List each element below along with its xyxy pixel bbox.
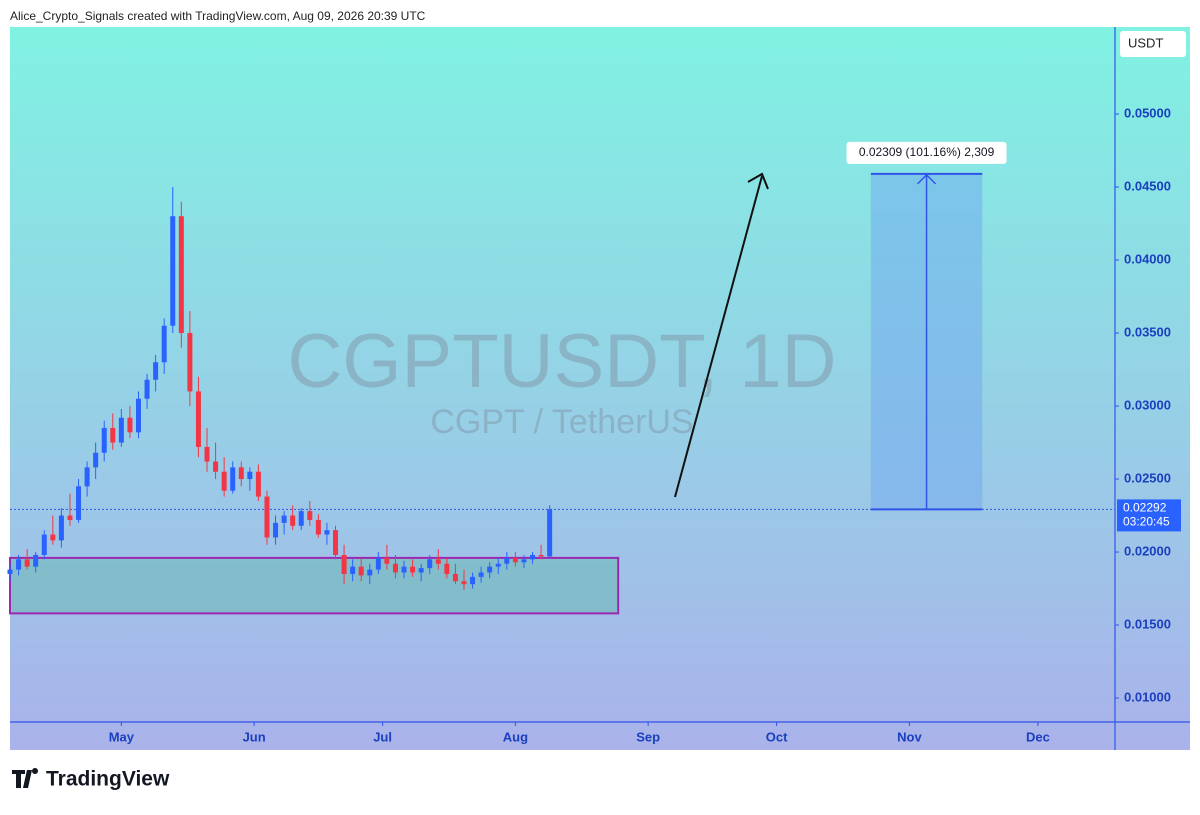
candle-body xyxy=(401,566,407,573)
candle-body xyxy=(153,362,159,380)
y-tick-label: 0.03000 xyxy=(1124,397,1171,412)
candle-body xyxy=(255,471,261,497)
candle-body xyxy=(298,511,304,526)
y-tick-label: 0.03500 xyxy=(1124,324,1171,339)
last-price-label: 0.02292 xyxy=(1123,501,1167,515)
candle-body xyxy=(333,530,339,555)
candle-body xyxy=(452,573,458,582)
x-tick-label: Jun xyxy=(243,729,266,744)
candle-body xyxy=(504,557,510,564)
candle-body xyxy=(76,486,82,520)
candle-body xyxy=(144,379,150,399)
candle-body xyxy=(238,467,244,480)
x-tick-label: May xyxy=(109,729,135,744)
y-tick-label: 0.02500 xyxy=(1124,470,1171,485)
candle-body xyxy=(58,515,64,541)
candle-body xyxy=(50,534,56,541)
last-price-badge xyxy=(1117,499,1181,532)
candle-body xyxy=(384,557,390,564)
candle-body xyxy=(530,554,536,560)
header: Alice_Crypto_Signals created with Tradin… xyxy=(10,9,426,23)
candle-body xyxy=(290,515,296,526)
candle-body xyxy=(84,467,90,487)
candle-body xyxy=(341,554,347,574)
x-tick-label: Oct xyxy=(766,729,788,744)
candle-body xyxy=(170,216,176,326)
candle-body xyxy=(418,568,424,573)
candle-body xyxy=(230,467,236,491)
measure-label: 0.02309 (101.16%) 2,309 xyxy=(859,145,995,159)
candle-body xyxy=(161,325,167,363)
candle-body xyxy=(375,557,381,570)
x-tick-label: Nov xyxy=(897,729,922,744)
candle-body xyxy=(213,461,219,472)
candle-body xyxy=(307,511,313,520)
candle-body xyxy=(435,559,441,564)
candle-body xyxy=(7,569,13,574)
candle-body xyxy=(33,554,39,567)
candle-body xyxy=(93,452,99,468)
candle-body xyxy=(67,515,73,520)
candle-body xyxy=(392,563,398,573)
candle-body xyxy=(367,569,373,576)
watermark-subtitle: CGPT / TetherUS xyxy=(430,403,693,441)
candle-body xyxy=(538,554,544,557)
countdown-label: 03:20:45 xyxy=(1123,515,1170,529)
candle-body xyxy=(444,563,450,574)
y-tick-label: 0.05000 xyxy=(1124,105,1171,120)
y-tick-label: 0.02000 xyxy=(1124,543,1171,558)
measure-arrowhead xyxy=(917,173,937,185)
candle-body xyxy=(470,576,476,585)
candle-body xyxy=(110,427,116,443)
candle-body xyxy=(487,566,493,573)
candle-body xyxy=(521,559,527,563)
candle-body xyxy=(118,417,124,443)
y-tick-label: 0.01500 xyxy=(1124,616,1171,631)
candle-body xyxy=(41,534,47,555)
currency: USDT xyxy=(1128,35,1163,50)
candle-body xyxy=(24,559,30,567)
candle-body xyxy=(221,471,227,491)
candle-body xyxy=(324,530,330,535)
support-zone xyxy=(9,556,620,615)
candle-body xyxy=(461,581,467,585)
x-tick-label: Sep xyxy=(636,729,660,744)
measure-label-box xyxy=(846,141,1007,164)
candle-body xyxy=(247,471,253,480)
candle-body xyxy=(281,515,287,523)
candle-body xyxy=(315,519,321,535)
currency-badge xyxy=(1120,31,1186,57)
candle-body xyxy=(101,427,107,453)
candle-body xyxy=(547,509,553,557)
candle-body xyxy=(16,559,22,570)
candle-body xyxy=(135,398,141,433)
candle-body xyxy=(512,557,518,563)
candle-body xyxy=(358,566,364,576)
brand-logo: TradingView xyxy=(12,768,170,791)
brand: TradingView xyxy=(46,768,170,791)
candle-body xyxy=(127,417,133,433)
y-tick-label: 0.01000 xyxy=(1124,689,1171,704)
candle-body xyxy=(178,216,184,334)
candle-body xyxy=(195,391,201,447)
candle-body xyxy=(187,333,193,392)
x-tick-label: Aug xyxy=(503,729,528,744)
candle-body xyxy=(264,496,270,538)
y-tick-label: 0.04000 xyxy=(1124,251,1171,266)
y-tick-label: 0.04500 xyxy=(1124,178,1171,193)
x-tick-label: Dec xyxy=(1026,729,1050,744)
x-tick-label: Jul xyxy=(373,729,392,744)
candle-body xyxy=(427,559,433,569)
watermark: CGPTUSDT, 1D xyxy=(288,319,837,404)
candle-body xyxy=(273,522,279,538)
candle-body xyxy=(350,566,356,574)
candle-body xyxy=(410,566,416,573)
candle-body xyxy=(204,446,210,462)
arrow xyxy=(674,172,769,498)
candle-body xyxy=(495,563,501,567)
candle-body xyxy=(478,572,484,577)
